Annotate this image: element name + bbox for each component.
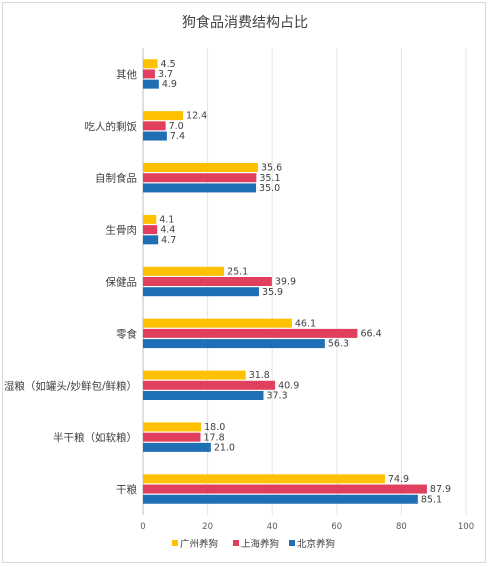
- data-label: 21.0: [214, 442, 235, 453]
- data-label: 35.0: [259, 183, 280, 194]
- bar: [143, 432, 201, 442]
- legend-swatch: [233, 540, 239, 546]
- bar: [143, 266, 225, 276]
- data-label: 87.9: [430, 484, 451, 495]
- bar: [143, 380, 276, 390]
- bar: [143, 390, 264, 400]
- data-label: 37.3: [266, 391, 287, 402]
- data-label: 18.0: [204, 422, 225, 433]
- x-tick-label: 0: [140, 522, 145, 532]
- chart-title: 狗食品消费结构占比: [182, 15, 308, 31]
- data-label: 56.3: [328, 339, 349, 350]
- data-label: 31.8: [249, 370, 270, 381]
- bar: [143, 287, 259, 297]
- bar: [143, 318, 292, 328]
- bar: [143, 484, 427, 494]
- data-label: 85.1: [421, 494, 442, 505]
- category-label: 干粮: [116, 483, 137, 496]
- category-label: 生骨肉: [106, 224, 138, 237]
- data-label: 12.4: [186, 111, 207, 122]
- bar: [143, 422, 202, 432]
- bar: [143, 79, 159, 89]
- category-label: 其他: [116, 68, 137, 81]
- bar: [143, 183, 257, 193]
- bar: [143, 173, 257, 183]
- data-label: 35.6: [261, 163, 282, 174]
- bar: [143, 111, 184, 121]
- category-label: 吃人的剩饭: [85, 120, 138, 133]
- x-tick-label: 60: [331, 522, 342, 532]
- bar: [143, 277, 272, 286]
- category-label: 自制食品: [95, 172, 137, 185]
- data-label: 35.1: [259, 173, 280, 184]
- data-label: 7.0: [169, 121, 184, 132]
- data-label: 4.1: [159, 215, 174, 226]
- data-label: 17.8: [203, 432, 224, 443]
- legend-swatch: [289, 540, 295, 546]
- legend-label: 北京养狗: [297, 538, 335, 550]
- data-label: 74.9: [388, 474, 409, 485]
- data-label: 66.4: [360, 328, 381, 339]
- bar: [143, 328, 358, 338]
- category-label: 保健品: [106, 276, 138, 289]
- bar: [143, 474, 385, 484]
- bar: [143, 442, 211, 452]
- data-label: 4.5: [161, 59, 176, 70]
- bar: [143, 494, 418, 504]
- category-label: 半干粮（如软粮）: [53, 431, 137, 444]
- bar: [143, 214, 157, 224]
- data-label: 7.4: [170, 131, 185, 142]
- category-label: 零食: [116, 327, 137, 340]
- data-label: 4.7: [161, 235, 176, 246]
- bar: [143, 235, 159, 245]
- data-label: 3.7: [158, 69, 173, 80]
- bar: [143, 69, 155, 79]
- legend-label: 广州养狗: [180, 538, 218, 550]
- category-label: 湿粮（如罐头/妙鲜包/鲜粮）: [4, 379, 137, 392]
- x-tick-label: 80: [396, 522, 407, 532]
- bar: [143, 370, 246, 380]
- bar: [143, 339, 325, 349]
- bar: [143, 163, 258, 173]
- x-tick-label: 40: [267, 522, 278, 532]
- bar: [143, 121, 166, 131]
- legend-label: 上海养狗: [241, 538, 279, 550]
- bar: [143, 131, 167, 141]
- data-label: 46.1: [295, 318, 316, 329]
- data-label: 35.9: [262, 287, 283, 298]
- bar: [143, 59, 158, 69]
- x-tick-label: 20: [202, 522, 213, 532]
- bar: [143, 225, 158, 235]
- x-tick-label: 100: [458, 522, 474, 532]
- data-label: 40.9: [278, 380, 299, 391]
- data-label: 25.1: [227, 266, 248, 277]
- data-label: 4.4: [160, 225, 175, 236]
- legend-swatch: [172, 540, 178, 546]
- data-label: 4.9: [162, 79, 177, 90]
- data-label: 39.9: [275, 277, 296, 288]
